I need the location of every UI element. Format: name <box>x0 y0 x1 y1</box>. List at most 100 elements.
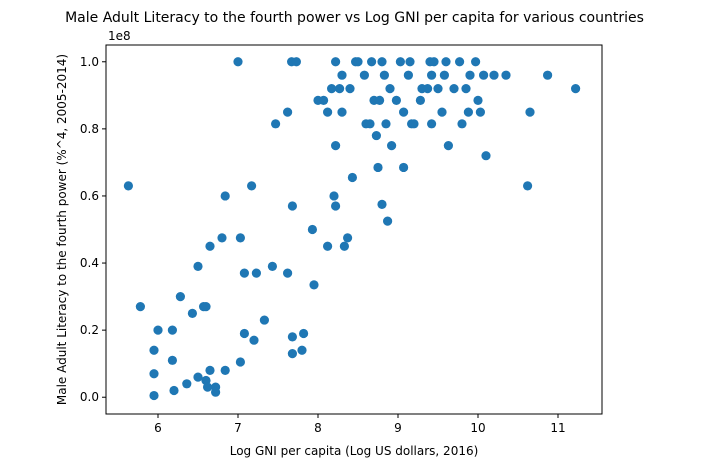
data-point-18 <box>205 241 215 251</box>
x-axis-ticks: 6 7 8 9 10 11 <box>154 414 566 435</box>
data-point-23 <box>220 191 230 201</box>
data-point-64 <box>353 57 363 67</box>
data-point-75 <box>379 70 389 80</box>
data-point-99 <box>443 141 453 151</box>
data-point-19 <box>205 365 215 375</box>
data-point-85 <box>405 57 415 67</box>
data-point-98 <box>441 57 451 67</box>
data-point-22 <box>217 233 227 243</box>
y-tick-label: 0.4 <box>80 256 99 270</box>
y-tick-label: 0.0 <box>80 390 99 404</box>
data-point-70 <box>371 130 381 141</box>
data-point-7 <box>167 355 177 365</box>
data-point-80 <box>391 95 401 105</box>
data-point-107 <box>473 95 483 105</box>
data-point-0 <box>123 181 133 191</box>
data-point-44 <box>299 328 309 339</box>
data-point-29 <box>239 328 249 339</box>
data-point-106 <box>471 57 481 67</box>
x-tick-label: 11 <box>550 421 565 435</box>
data-point-27 <box>235 357 245 367</box>
data-point-10 <box>182 379 192 389</box>
y-tick-label: 0.6 <box>80 189 99 203</box>
data-point-81 <box>395 57 405 67</box>
data-point-116 <box>571 84 581 94</box>
data-point-2 <box>149 345 159 355</box>
data-point-101 <box>455 57 465 67</box>
data-point-82 <box>399 107 409 117</box>
data-point-112 <box>501 70 511 80</box>
data-point-109 <box>479 70 489 80</box>
data-point-5 <box>153 325 163 335</box>
data-point-53 <box>331 57 341 67</box>
data-point-56 <box>335 84 345 94</box>
data-point-77 <box>383 216 393 226</box>
data-point-73 <box>377 57 387 67</box>
data-point-12 <box>193 261 203 271</box>
data-point-11 <box>187 308 197 318</box>
data-point-114 <box>525 107 535 117</box>
data-point-94 <box>429 57 439 67</box>
data-point-97 <box>439 70 449 80</box>
y-offset-label: 1e8 <box>108 29 131 43</box>
data-point-37 <box>283 268 293 278</box>
y-tick-label: 0.8 <box>80 122 99 136</box>
y-tick-label: 0.2 <box>80 323 99 337</box>
data-point-33 <box>259 315 269 325</box>
data-point-32 <box>251 268 261 278</box>
data-point-71 <box>373 162 383 173</box>
data-point-46 <box>309 280 319 290</box>
data-point-65 <box>359 70 369 80</box>
data-point-15 <box>201 302 211 312</box>
y-tick-label: 1.0 <box>80 55 99 69</box>
data-point-93 <box>427 119 437 129</box>
data-point-95 <box>433 84 443 94</box>
data-point-87 <box>409 119 419 129</box>
data-point-58 <box>337 107 347 117</box>
data-point-100 <box>449 84 459 94</box>
data-point-88 <box>415 95 425 105</box>
data-point-48 <box>319 95 329 105</box>
data-point-60 <box>343 233 353 243</box>
x-tick-label: 7 <box>234 421 242 435</box>
data-point-61 <box>345 84 355 94</box>
data-point-111 <box>489 70 499 80</box>
x-axis-label: Log GNI per capita (Log US dollars, 2016… <box>230 444 479 458</box>
x-tick-label: 10 <box>470 421 485 435</box>
data-point-9 <box>175 291 185 302</box>
data-point-43 <box>297 345 307 355</box>
data-point-13 <box>193 372 203 382</box>
points-layer <box>123 57 581 401</box>
data-point-96 <box>437 107 447 117</box>
data-point-92 <box>427 70 437 80</box>
data-point-51 <box>327 84 337 94</box>
data-point-40 <box>287 332 297 342</box>
data-point-55 <box>331 201 341 211</box>
data-point-83 <box>399 162 409 173</box>
data-point-90 <box>423 84 433 94</box>
data-point-103 <box>461 84 471 94</box>
data-point-54 <box>331 141 341 151</box>
data-point-113 <box>523 181 533 191</box>
data-point-28 <box>239 268 249 278</box>
data-point-79 <box>387 141 397 151</box>
data-point-4 <box>149 390 159 401</box>
data-point-45 <box>307 224 317 235</box>
data-point-62 <box>347 172 357 183</box>
data-point-17 <box>203 382 213 392</box>
data-point-31 <box>249 335 259 345</box>
data-point-26 <box>235 233 245 243</box>
data-point-25 <box>233 57 243 67</box>
data-point-42 <box>291 57 301 67</box>
data-point-104 <box>463 107 473 117</box>
data-point-52 <box>329 191 339 201</box>
data-point-49 <box>323 107 333 117</box>
data-point-108 <box>475 107 485 117</box>
data-point-39 <box>287 201 297 211</box>
data-point-68 <box>367 57 377 67</box>
data-point-72 <box>375 95 385 105</box>
data-point-21 <box>211 387 221 397</box>
data-point-8 <box>169 385 179 396</box>
data-point-41 <box>287 349 297 359</box>
